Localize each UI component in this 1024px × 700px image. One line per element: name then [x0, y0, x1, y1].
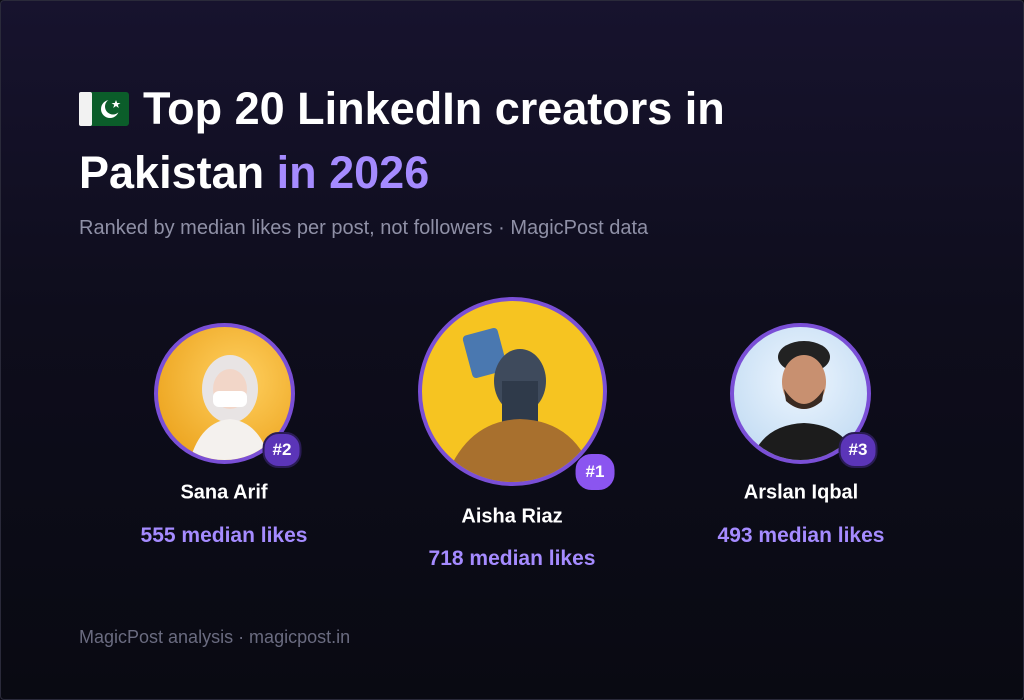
- title: Top 20 LinkedIn creators in Pakistan in …: [79, 77, 879, 205]
- creator-name: Arslan Iqbal: [743, 481, 859, 504]
- rank-badge: #1: [575, 454, 615, 490]
- footer: MagicPost analysis · magicpost.in: [79, 627, 351, 647]
- subtitle: Ranked by median likes per post, not fol…: [79, 217, 649, 239]
- title-text: Top 20 LinkedIn creators in Pakistan: [79, 83, 725, 198]
- median-likes: 718 median likes: [428, 547, 596, 570]
- avatar: [418, 297, 607, 486]
- flag-icon: [79, 92, 129, 126]
- rank-badge: #3: [838, 432, 878, 468]
- creator-name: Sana Arif: [180, 481, 268, 504]
- median-likes: 555 median likes: [140, 524, 308, 547]
- median-likes: 493 median likes: [717, 524, 885, 547]
- rank-badge: #2: [262, 432, 302, 468]
- creator-name: Aisha Riaz: [461, 505, 563, 528]
- avatar: [730, 323, 871, 464]
- title-highlight: in 2026: [276, 147, 430, 198]
